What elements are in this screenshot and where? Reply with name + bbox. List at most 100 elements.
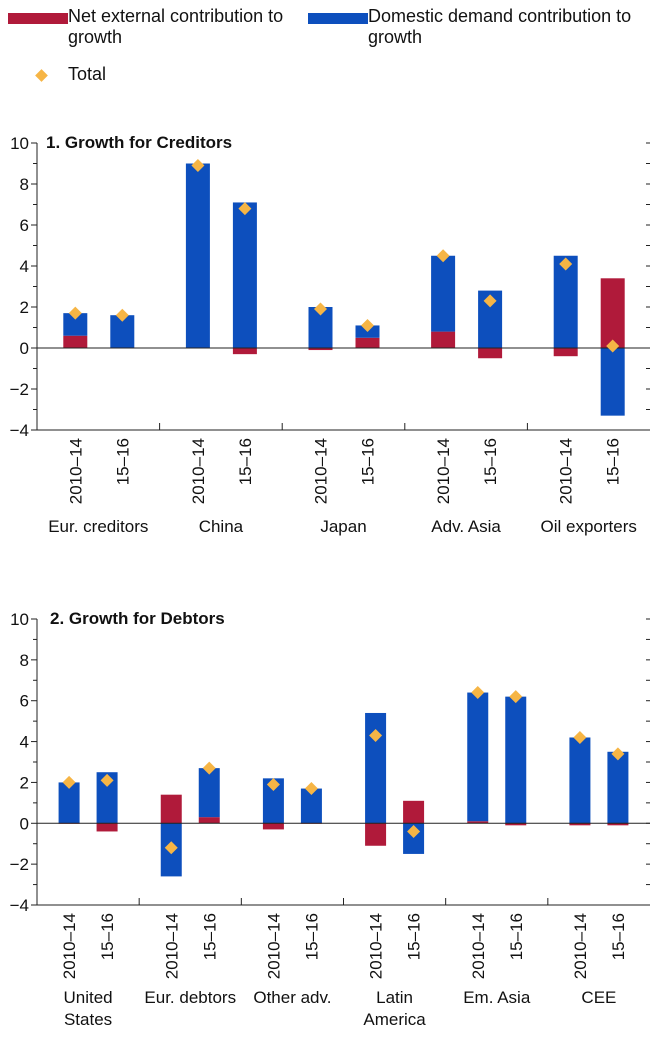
bar-net-external	[403, 800, 425, 824]
group-label: Oil exporters	[541, 517, 637, 536]
bar-net-external	[478, 348, 503, 359]
bar-domestic	[431, 255, 456, 332]
total-marker	[483, 294, 497, 308]
bar-net-external	[308, 348, 333, 351]
total-marker	[606, 339, 620, 353]
group-label: Em. Asia	[463, 988, 531, 1007]
group-label: CEE	[581, 988, 616, 1007]
legend-label-total: Total	[68, 64, 107, 84]
period-label: 15–16	[113, 438, 132, 485]
bar-domestic	[365, 712, 387, 824]
total-marker	[471, 686, 485, 700]
period-label: 2010–14	[162, 913, 181, 979]
bar-domestic	[569, 737, 591, 824]
group-label: America	[363, 1010, 426, 1029]
period-label: 15–16	[604, 438, 623, 485]
legend-label-domestic: Domestic demand contribution to growth	[368, 6, 632, 47]
total-marker	[266, 777, 280, 791]
bar-domestic	[232, 202, 257, 348]
legend-label-net-external: Net external contribution to growth	[68, 6, 284, 47]
y-tick-label: 0	[20, 339, 29, 358]
period-label: 15–16	[302, 913, 321, 960]
period-label: 2010–14	[60, 913, 79, 979]
period-label: 15–16	[405, 913, 424, 960]
group-label: United	[64, 988, 113, 1007]
bar-domestic	[58, 782, 80, 824]
total-marker	[361, 318, 374, 332]
period-label: 15–16	[507, 913, 526, 960]
total-marker	[407, 824, 421, 838]
period-label: 15–16	[236, 438, 255, 485]
group-label: Adv. Asia	[431, 517, 501, 536]
total-marker	[559, 257, 573, 271]
bar-net-external	[553, 348, 578, 357]
y-tick-label: 2	[20, 298, 29, 317]
chart-title: 2. Growth for Debtors	[50, 609, 225, 628]
bar-net-external	[198, 817, 220, 824]
bar-net-external	[63, 335, 88, 348]
period-label: 2010–14	[367, 913, 386, 979]
bar-net-external	[505, 823, 527, 826]
total-marker	[68, 306, 82, 320]
total-marker	[573, 730, 587, 744]
group-label: States	[64, 1010, 112, 1029]
bar-domestic	[505, 696, 527, 824]
y-tick-label: −2	[10, 855, 29, 874]
period-label: 2010–14	[189, 438, 208, 504]
bar-net-external	[355, 337, 380, 348]
y-tick-label: 8	[20, 651, 29, 670]
bar-domestic	[262, 778, 284, 824]
period-label: 15–16	[481, 438, 500, 485]
chart-title: 1. Growth for Creditors	[46, 133, 232, 152]
total-marker	[509, 690, 523, 704]
bar-net-external	[431, 331, 456, 348]
total-marker	[238, 202, 252, 216]
period-label: 2010–14	[571, 913, 590, 979]
period-label: 15–16	[200, 913, 219, 960]
y-tick-label: −4	[10, 896, 29, 915]
group-label: Eur. debtors	[144, 988, 236, 1007]
debtors-chart: −4 −2 0 2 4 6 8 10 2. Growth for Debtors 2010–14 1…	[10, 609, 650, 1029]
y-tick-label: 10	[10, 134, 29, 153]
total-marker	[100, 773, 114, 787]
bar-net-external	[232, 348, 257, 355]
bar-net-external	[569, 823, 591, 826]
bar-domestic	[467, 692, 489, 822]
period-label: 15–16	[609, 913, 628, 960]
period-label: 15–16	[359, 438, 378, 485]
bar-domestic	[607, 751, 629, 824]
legend-swatch-domestic	[308, 13, 368, 24]
total-marker	[304, 782, 318, 796]
bar-domestic	[198, 768, 220, 818]
bar-net-external	[607, 823, 629, 826]
bar-domestic	[185, 163, 210, 348]
legend-marker-total	[35, 69, 48, 82]
group-label: Japan	[320, 517, 366, 536]
bar-domestic	[96, 772, 118, 824]
bar-net-external	[160, 794, 182, 824]
total-marker	[611, 747, 625, 761]
period-label: 2010–14	[264, 913, 283, 979]
total-marker	[62, 775, 76, 789]
y-tick-label: −2	[10, 380, 29, 399]
total-marker	[314, 302, 327, 316]
group-label: Latin	[376, 988, 413, 1007]
total-marker	[202, 761, 216, 775]
period-label: 15–16	[98, 913, 117, 960]
y-tick-label: 8	[20, 175, 29, 194]
bar-net-external	[467, 821, 489, 824]
y-tick-label: 0	[20, 814, 29, 833]
legend-swatch-net-external	[8, 13, 68, 24]
period-label: 2010–14	[66, 438, 85, 504]
group-label: Other adv.	[253, 988, 331, 1007]
y-tick-label: 4	[20, 257, 29, 276]
total-marker	[369, 728, 383, 742]
period-label: 2010–14	[557, 438, 576, 504]
y-tick-label: 6	[20, 692, 29, 711]
total-marker	[191, 159, 205, 173]
y-tick-label: 4	[20, 733, 29, 752]
bar-net-external	[96, 823, 118, 832]
total-marker	[115, 308, 129, 322]
y-tick-label: 10	[10, 610, 29, 629]
bar-domestic	[553, 255, 578, 348]
